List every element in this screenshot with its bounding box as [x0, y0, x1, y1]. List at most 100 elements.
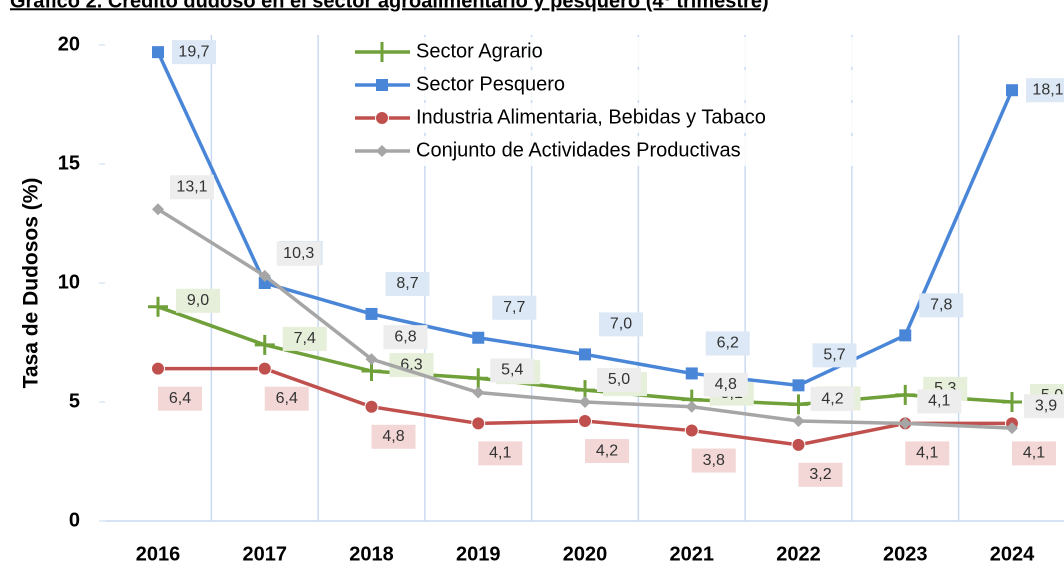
data-label-box [158, 386, 202, 411]
legend-label: Conjunto de Actividades Productivas [416, 139, 741, 161]
data-label: 4,2 [821, 390, 843, 407]
data-label-box [599, 312, 643, 337]
y-axis-label: Tasa de Dudosos (%) [20, 178, 43, 389]
data-label: 4,1 [928, 393, 950, 410]
marker [376, 79, 388, 91]
data-label: 3,8 [703, 452, 725, 469]
data-label-box [691, 448, 736, 473]
marker [365, 353, 378, 366]
marker [685, 400, 698, 413]
data-label: 18,1 [1032, 81, 1063, 98]
data-label-box [490, 358, 535, 383]
data-label-box [798, 462, 843, 487]
marker [372, 42, 392, 62]
data-label-box [905, 441, 950, 466]
data-label-box [703, 372, 748, 397]
marker [791, 437, 806, 452]
data-label: 9,0 [187, 292, 209, 309]
data-label-box [276, 241, 321, 266]
marker [472, 331, 485, 344]
x-tick-label: 2023 [883, 543, 928, 565]
legend-bg [350, 136, 890, 166]
data-label: 10,3 [283, 245, 314, 262]
data-label: 13,1 [176, 178, 207, 195]
data-label-box [705, 331, 750, 356]
marker [899, 329, 912, 342]
data-label-box [810, 387, 855, 412]
marker [1002, 392, 1022, 412]
data-label: 5,4 [501, 362, 523, 379]
data-label: 7,0 [610, 316, 632, 333]
marker [152, 203, 164, 216]
x-tick-label: 2019 [456, 543, 501, 565]
marker [684, 423, 699, 438]
data-label-box [1024, 394, 1064, 419]
data-label-box [492, 295, 537, 320]
marker [471, 416, 486, 431]
data-label: 6,4 [276, 390, 298, 407]
marker [376, 145, 388, 157]
data-label-box [585, 439, 629, 464]
marker [1006, 422, 1018, 435]
marker [468, 368, 489, 389]
y-tick-label: 5 [69, 390, 80, 412]
legend-bg [350, 103, 890, 133]
data-label: 6,2 [717, 335, 739, 352]
data-label: 4,8 [382, 428, 404, 445]
marker [152, 46, 164, 59]
marker [899, 417, 912, 430]
data-label: 8,7 [396, 275, 418, 292]
marker [254, 334, 275, 355]
marker [895, 384, 916, 405]
data-label: 4,1 [1023, 445, 1045, 462]
marker [579, 348, 591, 361]
x-tick-label: 2016 [136, 543, 181, 565]
data-label-box [170, 175, 214, 200]
data-label: 3,9 [1035, 397, 1057, 414]
marker [257, 361, 272, 376]
data-label: 7,4 [294, 330, 316, 347]
data-label-box [172, 40, 216, 65]
data-label-box [385, 271, 430, 296]
data-label-box [597, 368, 641, 392]
marker [151, 361, 165, 376]
y-tick-label: 20 [58, 33, 80, 55]
marker [792, 415, 805, 428]
marker [685, 367, 698, 380]
legend-bg [350, 37, 890, 67]
marker [1006, 84, 1018, 97]
data-label-box [919, 293, 964, 318]
data-label: 5,0 [608, 371, 630, 388]
x-tick-label: 2017 [243, 543, 288, 565]
data-label: 6,8 [394, 328, 416, 345]
marker [365, 307, 378, 320]
data-label: 7,7 [503, 299, 525, 316]
x-tick-label: 2021 [670, 543, 715, 565]
marker [148, 296, 168, 317]
marker [364, 399, 379, 414]
marker [258, 269, 271, 282]
data-label: 4,8 [715, 376, 737, 393]
chart-title: Gráfico 2. Crédito dudoso en el sector a… [10, 0, 769, 12]
marker [578, 414, 592, 429]
data-label: 3,2 [809, 466, 831, 483]
data-label: 7,8 [930, 297, 952, 314]
data-label-box [917, 389, 962, 414]
x-tick-label: 2020 [563, 543, 608, 565]
legend-label: Sector Pesquero [416, 73, 565, 95]
marker [788, 394, 809, 415]
x-tick-label: 2022 [776, 543, 821, 565]
data-label-box [1012, 441, 1056, 466]
data-label: 5,7 [823, 347, 845, 364]
legend-bg [350, 70, 890, 100]
data-label-box [176, 288, 220, 313]
marker [375, 111, 389, 125]
data-label-box [264, 386, 309, 411]
marker [472, 386, 485, 399]
data-label: 4,1 [489, 445, 511, 462]
y-tick-label: 10 [58, 271, 80, 293]
data-label: 4,1 [916, 445, 938, 462]
legend-label: Sector Agrario [416, 40, 543, 62]
data-label-box [282, 326, 327, 351]
